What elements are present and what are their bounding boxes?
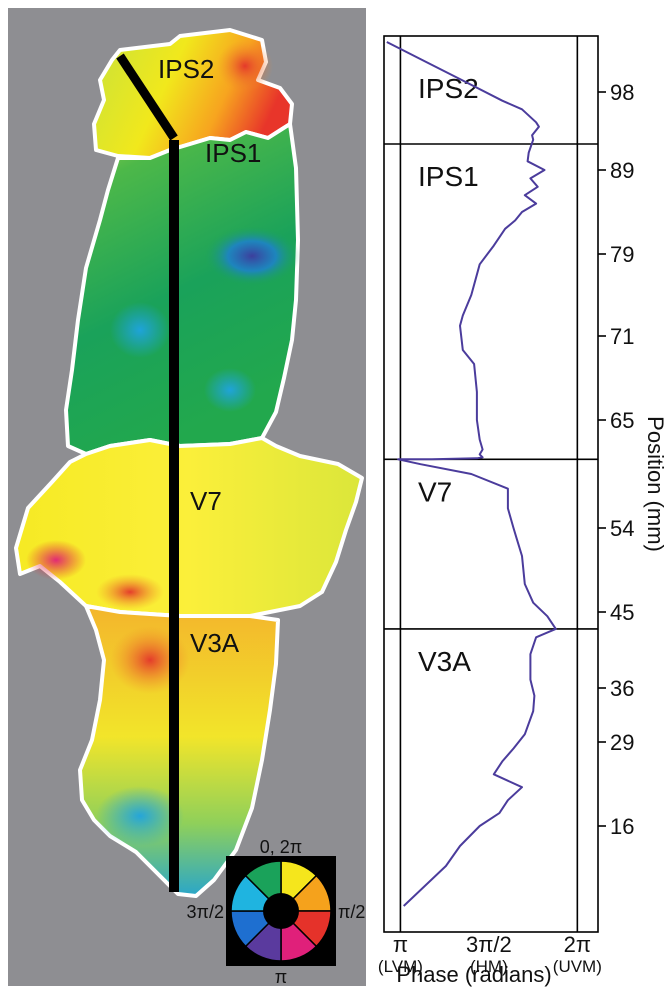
y-tick-label-45: 45	[610, 600, 634, 625]
y-tick-label-54: 54	[610, 516, 634, 541]
region-v7	[14, 436, 364, 618]
patch-cyan-ips1b	[204, 368, 256, 412]
chart-frame	[383, 35, 599, 933]
map-label-v3a: V3A	[190, 628, 240, 658]
sampling-path-vertical	[169, 140, 179, 892]
sampling-path	[116, 53, 179, 892]
chart-region-label-v3a: V3A	[418, 646, 471, 677]
flatmap-panel: IPS2 IPS1 V7 V3A 0, 2π π/2 π 3π/2	[8, 8, 366, 987]
y-tick-label-29: 29	[610, 730, 634, 755]
y-tick-label-79: 79	[610, 242, 634, 267]
colorwheel-legend: 0, 2π π/2 π 3π/2	[187, 837, 366, 987]
x-tick-sublabel-0: (LVM)	[378, 957, 423, 976]
map-label-v7: V7	[190, 486, 222, 516]
y-tick-label-16: 16	[610, 814, 634, 839]
x-tick-label-0: π	[393, 932, 408, 957]
patch-blue-ips1	[204, 226, 300, 286]
chart-region-label-ips1: IPS1	[418, 161, 479, 192]
colorwheel-label-right: π/2	[338, 902, 365, 922]
x-tick-sublabel-1: (HM)	[470, 957, 508, 976]
y-axis-label: Position (mm)	[643, 416, 666, 552]
chart-region-labels: IPS2 IPS1 V7 V3A	[418, 73, 479, 677]
series-line-phase	[386, 41, 557, 907]
colorwheel-label-bottom: π	[275, 967, 287, 987]
y-tick-label-89: 89	[610, 158, 634, 183]
patch-orange-ips2	[217, 40, 273, 92]
x-tick-label-2: 2π	[564, 932, 591, 957]
x-axis-ticks: π(LVM) 3π/2(HM) 2π(UVM)	[378, 932, 602, 976]
map-label-ips2: IPS2	[158, 54, 214, 84]
y-tick-label-65: 65	[610, 408, 634, 433]
patch-cyan-ips1	[110, 302, 170, 358]
y-tick-label-36: 36	[610, 676, 634, 701]
phase-chart: IPS2 IPS1 V7 V3A 16 29 36 45 54 65 71 79 89 98 π(LVM…	[378, 35, 666, 987]
y-tick-label-71: 71	[610, 324, 634, 349]
sampling-path-diagonal	[116, 53, 178, 141]
chart-region-label-ips2: IPS2	[418, 73, 479, 104]
colorwheel-label-top: 0, 2π	[260, 837, 302, 857]
x-tick-label-1: 3π/2	[466, 932, 512, 957]
colorwheel-center	[263, 893, 299, 929]
y-axis-ticks: 16 29 36 45 54 65 71 79 89 98	[598, 80, 634, 839]
patch-magenta-v7	[26, 540, 86, 580]
x-tick-sublabel-2: (UVM)	[553, 957, 602, 976]
patch-cyan-v3a	[96, 786, 184, 846]
map-label-ips1: IPS1	[205, 138, 261, 168]
reference-lines	[399, 36, 579, 932]
chart-region-label-v7: V7	[418, 476, 452, 507]
colorwheel-label-left: 3π/2	[187, 902, 224, 922]
patch-red-v7	[96, 574, 164, 610]
x-axis-label: Phase (radians)	[396, 962, 551, 987]
y-tick-label-98: 98	[610, 80, 634, 105]
